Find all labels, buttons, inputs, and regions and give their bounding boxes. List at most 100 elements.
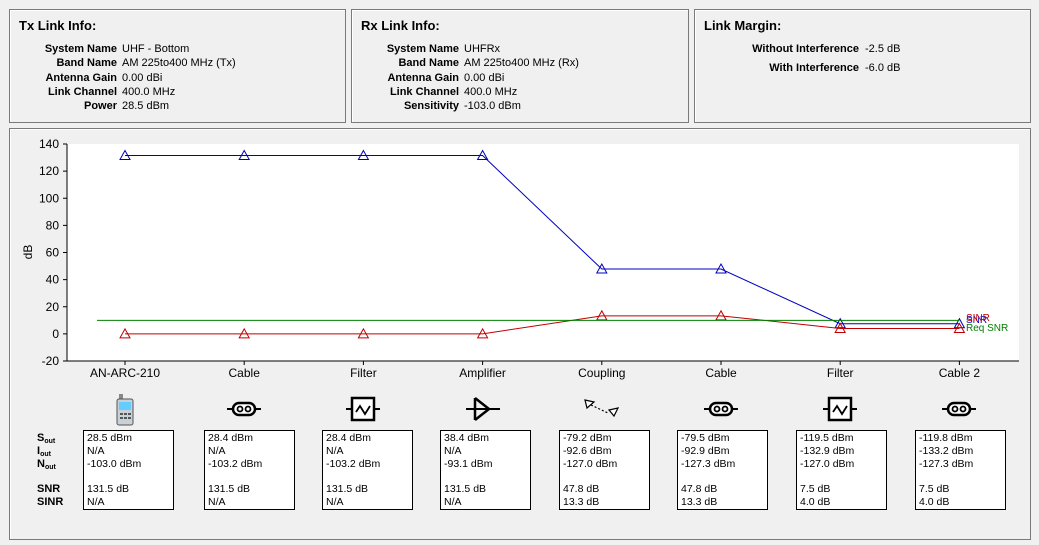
stat-sout: -119.5 dBm xyxy=(800,432,854,444)
y-tick-label: 120 xyxy=(39,164,59,178)
cable-icon[interactable] xyxy=(939,392,979,426)
tx-row-value: AM 225to400 MHz (Tx) xyxy=(122,57,236,70)
amplifier-icon[interactable] xyxy=(463,392,503,426)
tx-link-info-title: Tx Link Info: xyxy=(19,18,97,33)
tx-row-label: Band Name xyxy=(56,57,117,70)
cable-icon[interactable] xyxy=(701,392,741,426)
rx-link-info-panel: Rx Link Info: System Name UHFRx Band Name A… xyxy=(351,9,689,123)
tx-row-label: Link Channel xyxy=(47,85,117,98)
filter-icon[interactable] xyxy=(820,392,860,426)
data-point-sinr xyxy=(119,327,131,339)
tx-row-label: System Name xyxy=(44,43,117,55)
tx-row-value: UHF - Bottom xyxy=(122,43,190,55)
stat-iout: N/A xyxy=(326,444,344,457)
y-tick-label: -20 xyxy=(42,354,60,368)
y-tick-label: 100 xyxy=(39,191,59,205)
stat-snr: 131.5 dB xyxy=(208,483,251,496)
x-tick-label: Cable 2 xyxy=(939,366,981,380)
y-tick-label: 20 xyxy=(46,300,60,314)
stat-spacer xyxy=(326,470,409,483)
sinr-label: SINR xyxy=(37,495,64,508)
tx-row-value: 0.00 dBi xyxy=(122,71,163,84)
link-margin-title: Link Margin: xyxy=(704,18,782,33)
x-tick-label: Cable xyxy=(705,366,737,380)
tx-link-info-panel: Tx Link Info: System Name UHF - Bottom Ban… xyxy=(9,9,346,123)
stat-sinr: 4.0 dB xyxy=(919,495,950,508)
stat-sinr: N/A xyxy=(444,495,462,508)
stat-sinr: 13.3 dB xyxy=(563,495,600,508)
snr-label: SNR xyxy=(37,483,61,496)
stat-snr: 47.8 dB xyxy=(563,483,600,496)
y-tick-label: 60 xyxy=(46,246,60,260)
y-tick-label: 80 xyxy=(46,218,60,232)
x-tick-label: Filter xyxy=(827,366,854,380)
rx-row-label: Link Channel xyxy=(389,85,459,98)
filter-icon[interactable] xyxy=(343,392,383,426)
stat-snr: 131.5 dB xyxy=(444,483,487,496)
stat-iout: -133.2 dBm xyxy=(919,444,974,457)
component-stats-box: -79.2 dBm -92.6 dBm -127.0 dBm 47.8 dB 13.3 … xyxy=(559,430,650,510)
i-out-label: Iout xyxy=(37,444,51,458)
stat-nout: -103.0 dBm xyxy=(87,457,142,470)
coupling-icon[interactable] xyxy=(582,392,622,426)
stat-labels: Sout Iout Nout SNR SINR xyxy=(37,432,63,509)
stat-sout: 28.4 dBm xyxy=(208,432,253,444)
stat-spacer xyxy=(87,470,170,483)
rx-row-value: 0.00 dBi xyxy=(464,71,505,84)
margin-row-value: -2.5 dB xyxy=(865,43,901,55)
stat-sinr: N/A xyxy=(326,495,344,508)
data-point-snr xyxy=(238,149,251,161)
y-tick-label: 0 xyxy=(52,327,59,341)
n-out-label: Nout xyxy=(37,457,56,471)
margin-row-label: With Interference xyxy=(769,62,859,74)
data-point-snr xyxy=(953,317,966,329)
series-label-snr: SNR xyxy=(966,315,987,326)
tx-row-value: 400.0 MHz xyxy=(122,85,176,98)
stat-iout: -132.9 dBm xyxy=(800,444,855,457)
series-line-sinr xyxy=(125,315,960,335)
stat-snr: 131.5 dB xyxy=(87,483,130,496)
stat-spacer xyxy=(919,470,1002,483)
stat-snr: 7.5 dB xyxy=(800,483,831,496)
rx-row-value: -103.0 dBm xyxy=(464,100,521,113)
component-stats-box: -119.8 dBm -133.2 dBm -127.3 dBm 7.5 dB 4.0 … xyxy=(915,430,1006,510)
stat-sout: 28.4 dBm xyxy=(326,432,371,444)
stat-spacer xyxy=(681,470,764,483)
data-point-snr xyxy=(595,263,608,274)
series-line-snr xyxy=(125,155,960,325)
tx-row-label: Power xyxy=(83,100,117,113)
stat-spacer xyxy=(800,470,883,483)
stat-nout: -127.0 dBm xyxy=(800,457,855,470)
rx-link-info-title: Rx Link Info: xyxy=(361,18,440,33)
tx-row-value: 28.5 dBm xyxy=(122,100,170,113)
data-point-sinr xyxy=(357,327,370,339)
stat-spacer xyxy=(208,470,291,483)
rx-row-label: System Name xyxy=(386,43,459,55)
stat-sout: -79.5 dBm xyxy=(681,432,730,444)
stat-sinr: N/A xyxy=(87,495,105,508)
stat-sout: 28.5 dBm xyxy=(87,432,132,444)
data-point-snr xyxy=(715,263,727,274)
component-stats-box: 28.4 dBm N/A -103.2 dBm 131.5 dB N/A xyxy=(204,430,295,510)
stat-snr: 131.5 dB xyxy=(326,483,369,496)
stat-nout: -93.1 dBm xyxy=(444,457,493,470)
radio-handset-icon[interactable] xyxy=(105,392,145,426)
stat-snr: 7.5 dB xyxy=(919,483,950,496)
s-out-label: Sout xyxy=(37,432,56,445)
component-stats-box: 38.4 dBm N/A -93.1 dBm 131.5 dB N/A xyxy=(440,430,531,510)
stat-sout: 38.4 dBm xyxy=(444,432,489,444)
stat-nout: -127.0 dBm xyxy=(563,457,618,470)
data-point-snr xyxy=(119,149,131,161)
x-tick-label: Cable xyxy=(229,366,261,380)
stat-sinr: N/A xyxy=(208,495,226,508)
stat-nout: -103.2 dBm xyxy=(326,457,381,470)
cable-icon[interactable] xyxy=(224,392,264,426)
rx-row-value: UHFRx xyxy=(464,43,501,55)
stat-sout: -119.8 dBm xyxy=(919,432,973,444)
data-point-sinr xyxy=(834,322,847,333)
series-label-req-snr: Req SNR xyxy=(966,323,1008,334)
rx-row-label: Sensitivity xyxy=(403,100,459,113)
component-stats-box: -79.5 dBm -92.9 dBm -127.3 dBm 47.8 dB 13.3 … xyxy=(677,430,768,510)
stat-iout: -92.9 dBm xyxy=(681,444,730,457)
y-tick-label: 40 xyxy=(46,273,60,287)
